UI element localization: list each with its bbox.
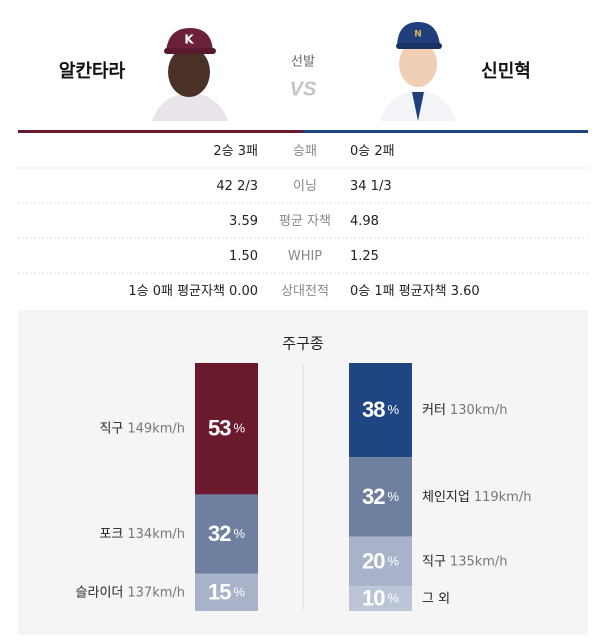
pitch-bar xyxy=(349,536,412,587)
pitch-name: 직구 xyxy=(99,421,123,436)
pitch-name: 체인지업 xyxy=(422,489,470,504)
pitch-speed: 130km/h xyxy=(450,403,508,418)
percent-value: 53 xyxy=(208,416,231,441)
right-stat: 0승 2패 xyxy=(350,144,395,159)
pitch-label: 슬라이더 137km/h xyxy=(76,585,185,600)
stat-label: WHIP xyxy=(288,249,322,264)
percent-unit: % xyxy=(233,585,245,600)
left-player-photo: K xyxy=(148,25,230,121)
pitch-label: 커터 130km/h xyxy=(422,403,508,418)
vs-label: VS xyxy=(290,78,317,100)
left-stat: 42 2/3 xyxy=(216,179,258,194)
right-team-bar xyxy=(303,130,588,133)
left-stat: 1승 0패 평균자책 0.00 xyxy=(128,284,258,299)
right-player-photo: N xyxy=(378,22,460,121)
percent-value: 38 xyxy=(362,397,385,422)
right-stat: 1.25 xyxy=(350,249,379,264)
percent-value: 10 xyxy=(362,585,385,610)
pitch-speed: 134km/h xyxy=(127,527,185,542)
left-stat: 3.59 xyxy=(229,214,258,229)
pitch-bar xyxy=(195,573,258,611)
stat-label: 상대전적 xyxy=(281,284,329,299)
pitch-speed: 119km/h xyxy=(474,489,532,504)
pitch-percent: 32% xyxy=(208,521,245,546)
stat-label: 승패 xyxy=(293,144,317,159)
pitch-name: 직구 xyxy=(422,554,446,569)
pitch-label: 직구 135km/h xyxy=(422,554,508,569)
pitch-percent: 20% xyxy=(362,548,399,573)
pitch-bar xyxy=(349,586,412,611)
percent-value: 20 xyxy=(362,548,385,573)
left-stat: 1.50 xyxy=(229,249,258,264)
left-stat: 2승 3패 xyxy=(213,144,258,159)
right-stat: 0승 1패 평균자책 3.60 xyxy=(350,284,480,299)
percent-value: 15 xyxy=(208,579,231,604)
pitch-label: 그 외 xyxy=(422,591,450,606)
right-player-name: 신민혁 xyxy=(481,60,531,82)
left-team-bar xyxy=(18,130,303,133)
right-stat: 34 1/3 xyxy=(350,179,392,194)
pitch-bar xyxy=(349,457,412,537)
pitch-percent: 38% xyxy=(362,397,399,422)
percent-unit: % xyxy=(387,403,399,418)
pitch-bar xyxy=(195,494,258,574)
percent-unit: % xyxy=(387,554,399,569)
percent-unit: % xyxy=(233,421,245,436)
percent-unit: % xyxy=(233,527,245,542)
pitch-label: 직구 149km/h xyxy=(99,421,185,436)
stat-label: 평균 자책 xyxy=(279,214,331,229)
percent-unit: % xyxy=(387,591,399,606)
right-stat: 4.98 xyxy=(350,214,379,229)
pitch-speed: 149km/h xyxy=(127,421,185,436)
pitch-percent: 53% xyxy=(208,416,245,441)
pitch-speed: 135km/h xyxy=(450,554,508,569)
stat-label: 이닝 xyxy=(293,179,317,194)
svg-text:K: K xyxy=(184,33,194,47)
pitch-percent: 10% xyxy=(362,585,399,610)
pitch-bar xyxy=(349,363,412,458)
pitch-label: 포크 134km/h xyxy=(99,527,185,542)
percent-unit: % xyxy=(387,489,399,504)
pitch-percent: 15% xyxy=(208,579,245,604)
svg-text:N: N xyxy=(414,30,422,40)
pitch-name: 그 외 xyxy=(422,591,450,606)
pitch-name: 슬라이더 xyxy=(76,585,124,600)
percent-value: 32 xyxy=(208,521,231,546)
pitch-name: 포크 xyxy=(99,527,123,542)
pitch-percent: 32% xyxy=(362,484,399,509)
pitch-label: 체인지업 119km/h xyxy=(422,489,531,504)
pitch-name: 커터 xyxy=(422,403,446,418)
pitch-bar xyxy=(195,363,258,495)
pitch-mix-title: 주구종 xyxy=(282,335,323,353)
left-player-name: 알칸타라 xyxy=(59,61,126,82)
pitch-speed: 137km/h xyxy=(127,585,185,600)
percent-value: 32 xyxy=(362,484,385,509)
starter-label: 선발 xyxy=(291,55,315,70)
